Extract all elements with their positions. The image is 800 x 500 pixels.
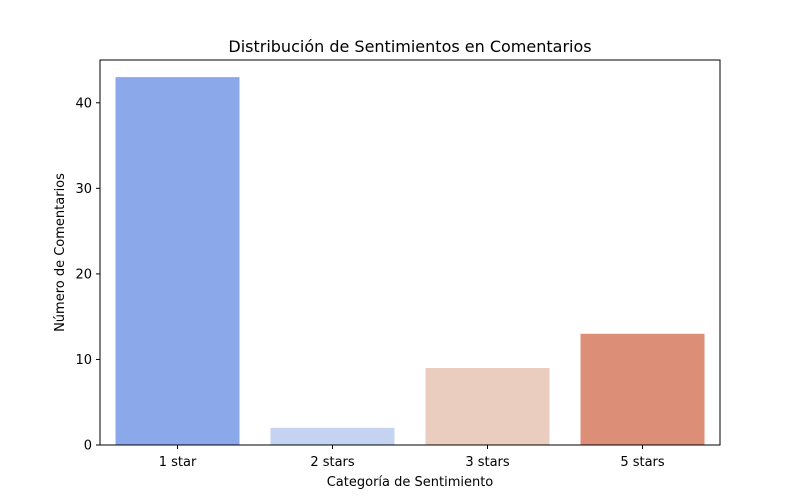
- bar-1-star: [115, 77, 240, 445]
- x-tick-label: 3 stars: [465, 455, 510, 470]
- y-tick-label: 40: [75, 96, 92, 111]
- y-tick-label: 30: [75, 182, 92, 197]
- bar-3-stars: [425, 368, 550, 445]
- y-axis-label: Número de Comentarios: [53, 173, 68, 332]
- bar-5-stars: [580, 333, 705, 445]
- x-tick-label: 1 star: [159, 455, 197, 470]
- plot-frame: [99, 59, 721, 446]
- y-tick-label: 10: [75, 353, 92, 368]
- y-tick-label: 20: [75, 267, 92, 282]
- x-axis: 1 star 2 stars 3 stars 5 stars: [159, 445, 665, 470]
- x-tick-label: 2 stars: [310, 455, 355, 470]
- x-axis-label: Categoría de Sentimiento: [327, 475, 494, 490]
- y-axis: 0 10 20 30 40: [75, 96, 100, 454]
- chart-title: Distribución de Sentimientos en Comentar…: [228, 37, 591, 56]
- bar-2-stars: [270, 427, 395, 445]
- x-tick-label: 5 stars: [620, 455, 665, 470]
- bars-group: [115, 77, 705, 445]
- y-tick-label: 0: [84, 439, 92, 454]
